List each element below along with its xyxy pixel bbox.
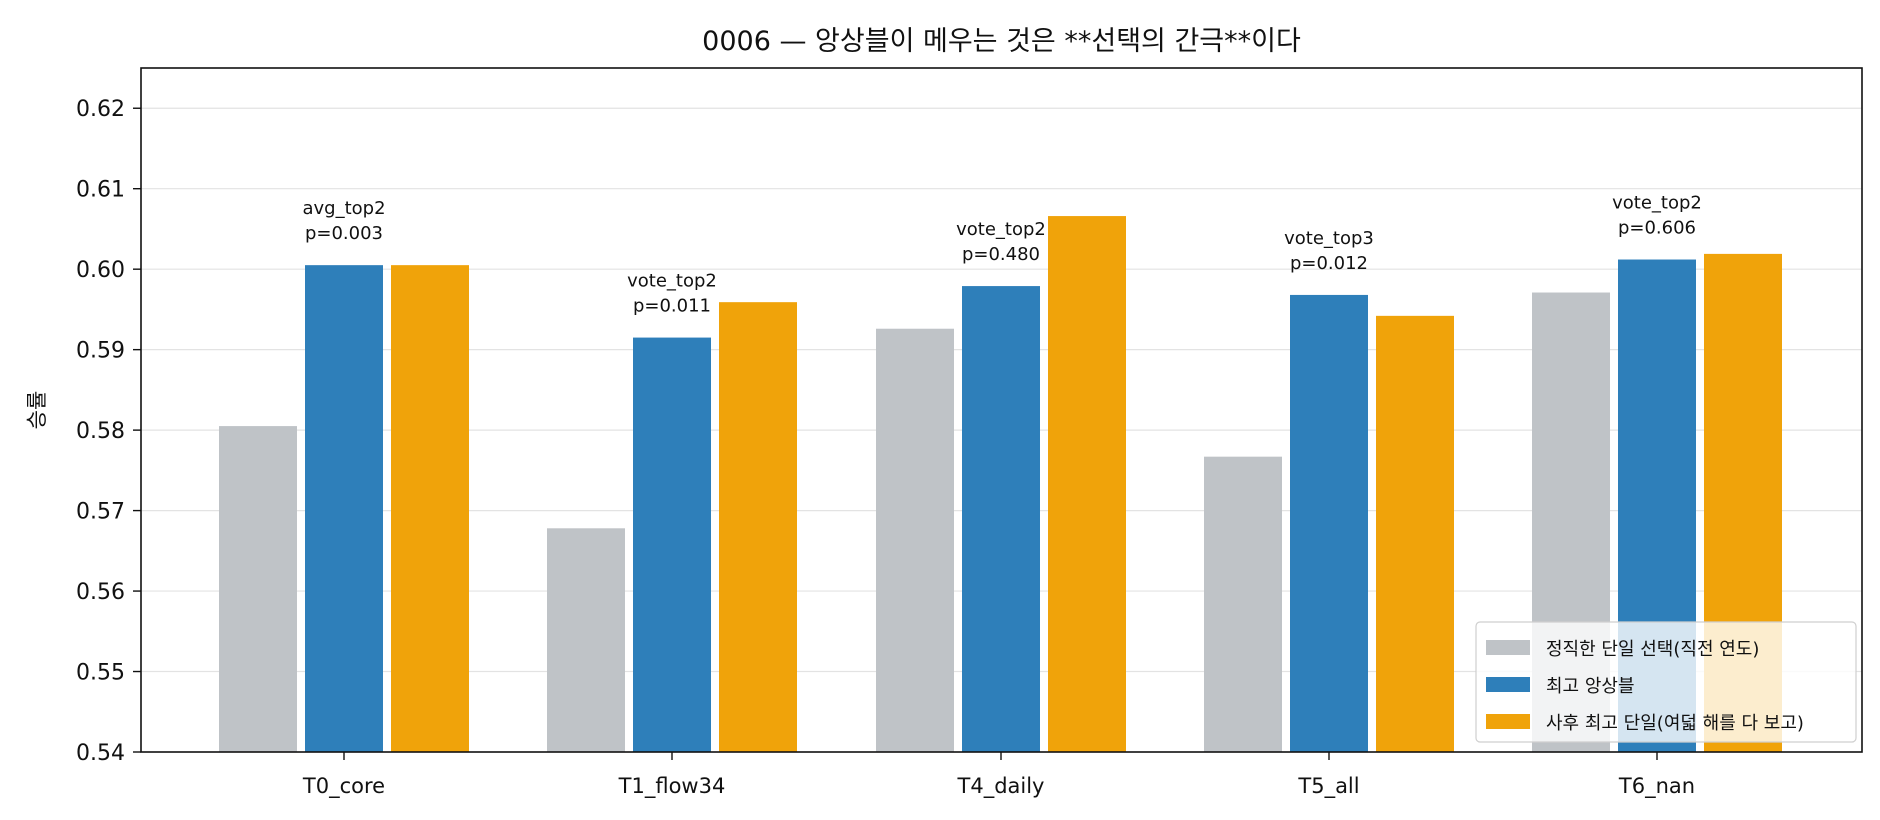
bar <box>1048 216 1126 752</box>
x-tick-label: T6_nan <box>1618 774 1695 799</box>
x-tick-label: T5_all <box>1297 774 1359 799</box>
legend-label: 최고 앙상블 <box>1546 676 1635 697</box>
annotation-method: vote_top2 <box>956 219 1046 240</box>
y-tick-label: 0.55 <box>76 661 125 686</box>
legend-swatch <box>1486 714 1530 729</box>
annotation-p-value: p=0.606 <box>1618 218 1696 239</box>
y-axis-ticks: 0.54 0.55 0.56 0.57 0.58 0.59 0.60 0.61 0.62 <box>76 97 141 766</box>
annotation-p-value: p=0.480 <box>962 244 1040 265</box>
bar <box>876 328 954 752</box>
y-tick-label: 0.59 <box>76 339 125 364</box>
x-axis-ticks: T0_core T1_flow34 T4_daily T5_all T6_nan <box>302 752 1695 799</box>
bar <box>305 265 383 752</box>
bar <box>962 286 1040 752</box>
annotation-method: avg_top2 <box>302 198 385 219</box>
chart-title: 0006 — 앙상블이 메우는 것은 **선택의 간극**이다 <box>702 26 1301 57</box>
bar <box>719 302 797 752</box>
bar <box>219 426 297 752</box>
bar <box>1290 294 1368 752</box>
legend-swatch <box>1486 677 1530 692</box>
y-tick-label: 0.61 <box>76 178 125 203</box>
bar <box>633 337 711 752</box>
y-tick-label: 0.62 <box>76 97 125 122</box>
annotation-p-value: p=0.003 <box>305 223 383 244</box>
bar <box>1204 456 1282 752</box>
annotation-p-value: p=0.012 <box>1290 253 1368 274</box>
bar <box>391 265 469 752</box>
annotation-method: vote_top2 <box>627 271 717 292</box>
y-tick-label: 0.56 <box>76 580 125 605</box>
legend-label: 사후 최고 단일(여덟 해를 다 보고) <box>1546 713 1804 734</box>
y-axis-label: 승률 <box>25 391 49 430</box>
x-tick-label: T4_daily <box>957 774 1045 799</box>
x-tick-label: T0_core <box>302 774 385 799</box>
annotation-p-value: p=0.011 <box>633 296 711 317</box>
y-tick-label: 0.54 <box>76 741 125 766</box>
annotation-method: vote_top2 <box>1612 193 1702 214</box>
bar <box>1376 315 1454 752</box>
annotations: avg_top2 p=0.003 vote_top2 p=0.011 vote_top2… <box>302 193 1701 317</box>
y-tick-label: 0.57 <box>76 500 125 525</box>
legend-swatch <box>1486 640 1530 655</box>
legend-label: 정직한 단일 선택(직전 연도) <box>1546 639 1759 660</box>
y-tick-label: 0.60 <box>76 258 125 283</box>
bar <box>547 528 625 752</box>
y-tick-label: 0.58 <box>76 419 125 444</box>
annotation-method: vote_top3 <box>1284 228 1374 249</box>
x-tick-label: T1_flow34 <box>618 774 726 799</box>
legend-box <box>1475 621 1857 743</box>
